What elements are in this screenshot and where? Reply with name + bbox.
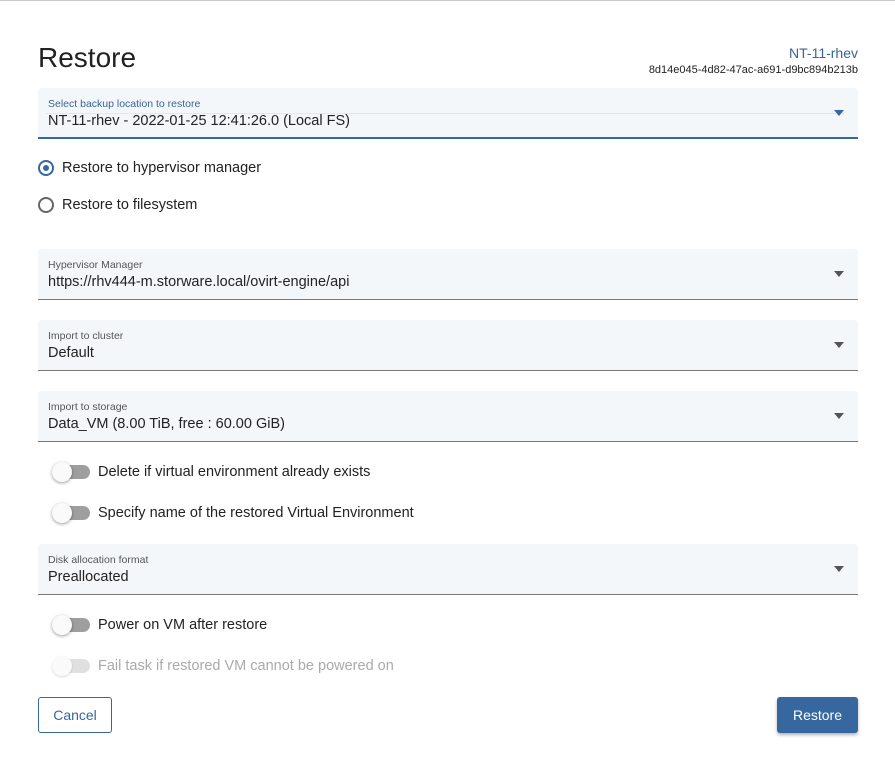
disk-format-select[interactable]: Disk allocation format Preallocated bbox=[38, 544, 858, 595]
field-value: https://rhv444-m.storware.local/ovirt-en… bbox=[48, 274, 350, 290]
toggle-track bbox=[52, 615, 90, 635]
radio-restore-filesystem[interactable]: Restore to filesystem bbox=[38, 197, 197, 213]
toggle-track bbox=[52, 503, 90, 523]
toggle-knob bbox=[52, 615, 72, 635]
top-divider bbox=[0, 0, 895, 1]
field-value: Default bbox=[48, 345, 94, 361]
toggle-knob bbox=[52, 462, 72, 482]
fail-task-toggle: Fail task if restored VM cannot be power… bbox=[52, 656, 394, 676]
storage-select[interactable]: Import to storage Data_VM (8.00 TiB, fre… bbox=[38, 391, 858, 442]
dropdown-arrow-icon bbox=[834, 110, 844, 116]
dropdown-arrow-icon bbox=[834, 342, 844, 348]
dropdown-arrow-icon bbox=[834, 566, 844, 572]
radio-restore-hypervisor[interactable]: Restore to hypervisor manager bbox=[38, 160, 261, 176]
radio-checked-icon bbox=[38, 160, 54, 176]
cancel-button[interactable]: Cancel bbox=[38, 697, 112, 733]
page-title: Restore bbox=[38, 42, 137, 73]
dropdown-arrow-icon bbox=[834, 271, 844, 277]
toggle-label: Specify name of the restored Virtual Env… bbox=[98, 505, 414, 521]
toggle-track bbox=[52, 656, 90, 676]
field-value: Preallocated bbox=[48, 569, 129, 585]
radio-label: Restore to filesystem bbox=[62, 197, 198, 213]
restore-button[interactable]: Restore bbox=[777, 697, 858, 733]
field-value: Data_VM (8.00 TiB, free : 60.00 GiB) bbox=[48, 416, 285, 432]
hypervisor-manager-select[interactable]: Hypervisor Manager https://rhv444-m.stor… bbox=[38, 249, 858, 300]
delete-existing-toggle[interactable]: Delete if virtual environment already ex… bbox=[52, 462, 371, 482]
field-label: Hypervisor Manager bbox=[48, 259, 143, 271]
field-value: NT-11-rhev - 2022-01-25 12:41:26.0 (Loca… bbox=[48, 113, 350, 129]
toggle-label: Delete if virtual environment already ex… bbox=[98, 464, 371, 480]
power-on-toggle[interactable]: Power on VM after restore bbox=[52, 615, 268, 635]
toggle-track bbox=[52, 462, 90, 482]
divider bbox=[46, 113, 844, 114]
field-label: Disk allocation format bbox=[48, 554, 149, 566]
backup-location-select[interactable]: Select backup location to restore NT-11-… bbox=[38, 88, 858, 139]
field-label: Import to cluster bbox=[48, 330, 124, 342]
toggle-label: Fail task if restored VM cannot be power… bbox=[98, 658, 394, 674]
toggle-knob bbox=[52, 656, 72, 676]
vm-name-link[interactable]: NT-11-rhev bbox=[789, 45, 858, 61]
dropdown-arrow-icon bbox=[834, 413, 844, 419]
vm-id: 8d14e045-4d82-47ac-a691-d9bc894b213b bbox=[648, 64, 858, 76]
radio-label: Restore to hypervisor manager bbox=[62, 160, 262, 176]
toggle-knob bbox=[52, 503, 72, 523]
toggle-label: Power on VM after restore bbox=[98, 617, 268, 633]
field-label: Import to storage bbox=[48, 401, 128, 413]
specify-name-toggle[interactable]: Specify name of the restored Virtual Env… bbox=[52, 503, 414, 523]
field-label: Select backup location to restore bbox=[48, 98, 201, 110]
radio-unchecked-icon bbox=[38, 197, 54, 213]
cluster-select[interactable]: Import to cluster Default bbox=[38, 320, 858, 371]
